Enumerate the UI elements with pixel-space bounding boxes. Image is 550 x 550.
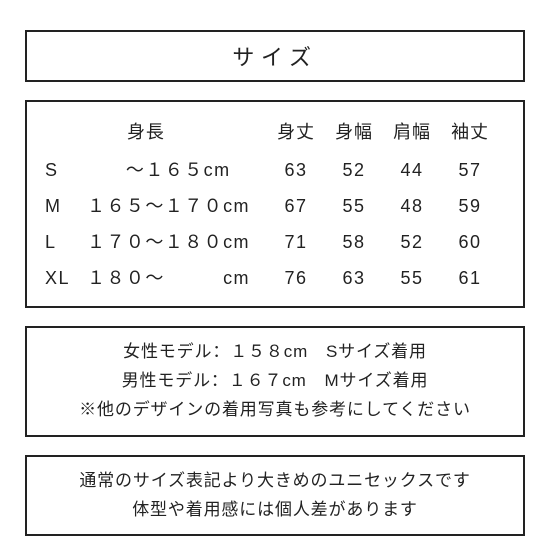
table-row: M １６５～１７０cm 67 55 48 59 (45, 192, 505, 218)
model-note-line: 女性モデル：１５８cm Sサイズ着用 (39, 338, 511, 367)
cell-height: １６５～１７０cm (87, 192, 267, 218)
cell-mihaba: 58 (325, 232, 383, 253)
cell-height: １７０～１８０cm (87, 228, 267, 254)
cell-mitake: 71 (267, 232, 325, 253)
table-row: XL １８０～ cm 76 63 55 61 (45, 264, 505, 290)
cell-katahaba: 52 (383, 232, 441, 253)
fit-note-box: 通常のサイズ表記より大きめのユニセックスです 体型や着用感には個人差があります (25, 455, 525, 537)
size-table: 身長 身丈 身幅 肩幅 袖丈 S ～１６５cm 63 52 44 57 M １６… (25, 100, 525, 308)
cell-sodetake: 57 (441, 160, 499, 181)
cell-mitake: 67 (267, 196, 325, 217)
header-sodetake: 袖丈 (441, 118, 499, 144)
cell-katahaba: 44 (383, 160, 441, 181)
cell-mitake: 63 (267, 160, 325, 181)
model-note-box: 女性モデル：１５８cm Sサイズ着用 男性モデル：１６７cm Mサイズ着用 ※他… (25, 326, 525, 437)
table-header-row: 身長 身丈 身幅 肩幅 袖丈 (45, 118, 505, 144)
header-katahaba: 肩幅 (383, 118, 441, 144)
cell-mihaba: 63 (325, 268, 383, 289)
cell-size: L (45, 232, 87, 253)
cell-height: １８０～ cm (87, 264, 267, 290)
fit-note-line: 体型や着用感には個人差があります (39, 496, 511, 525)
title-box: サイズ (25, 30, 525, 82)
cell-katahaba: 48 (383, 196, 441, 217)
cell-mihaba: 55 (325, 196, 383, 217)
cell-sodetake: 59 (441, 196, 499, 217)
cell-sodetake: 61 (441, 268, 499, 289)
header-height: 身長 (87, 118, 267, 144)
model-note-line: 男性モデル：１６７cm Mサイズ着用 (39, 367, 511, 396)
model-note-line: ※他のデザインの着用写真も参考にしてください (39, 396, 511, 425)
header-mihaba: 身幅 (325, 118, 383, 144)
cell-mitake: 76 (267, 268, 325, 289)
cell-size: XL (45, 268, 87, 289)
cell-mihaba: 52 (325, 160, 383, 181)
title-text: サイズ (232, 45, 317, 70)
table-row: L １７０～１８０cm 71 58 52 60 (45, 228, 505, 254)
header-size (45, 118, 87, 144)
header-mitake: 身丈 (267, 118, 325, 144)
table-row: S ～１６５cm 63 52 44 57 (45, 156, 505, 182)
cell-size: M (45, 196, 87, 217)
cell-katahaba: 55 (383, 268, 441, 289)
cell-sodetake: 60 (441, 232, 499, 253)
fit-note-line: 通常のサイズ表記より大きめのユニセックスです (39, 467, 511, 496)
cell-size: S (45, 160, 87, 181)
cell-height: ～１６５cm (87, 156, 267, 182)
